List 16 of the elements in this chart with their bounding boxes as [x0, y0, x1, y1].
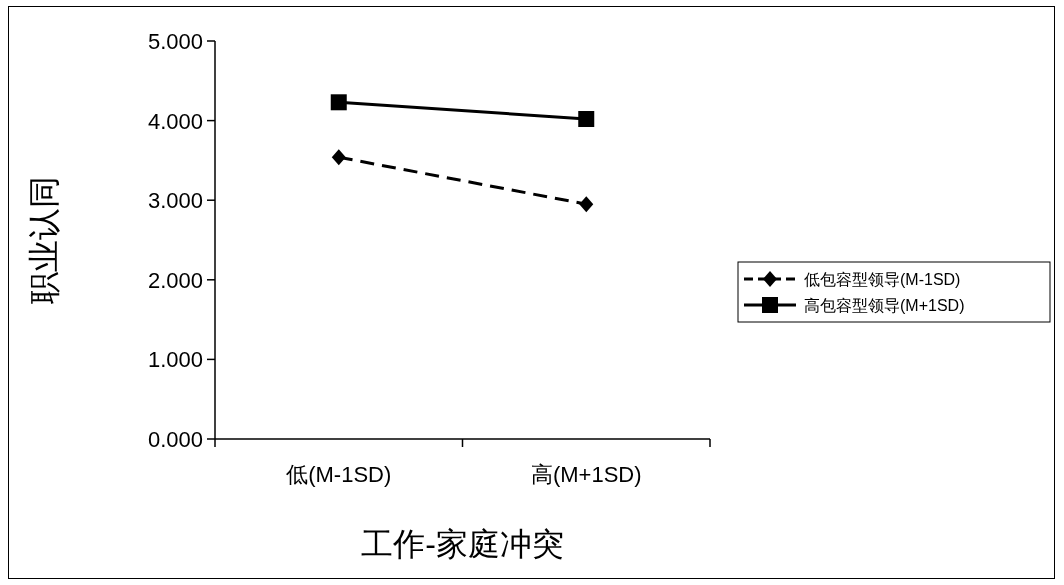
y-tick-label: 1.000 — [147, 347, 203, 373]
point — [331, 149, 346, 166]
legend-label: 高包容型领导(M+1SD) — [804, 297, 965, 314]
y-tick-label: 3.000 — [147, 188, 203, 214]
point — [330, 94, 347, 111]
x-tick-label: 高(M+1SD) — [530, 462, 642, 487]
x-axis-title: 工作-家庭冲突 — [361, 526, 564, 562]
y-tick-label: 4.000 — [147, 108, 203, 134]
legend-label: 低包容型领导(M-1SD) — [804, 271, 961, 288]
y-axis-title: 职业认同 — [26, 176, 62, 304]
y-tick-label: 2.000 — [147, 267, 203, 293]
y-tick-label: 0.000 — [147, 427, 203, 452]
y-tick-label: 5.000 — [147, 29, 203, 54]
point — [578, 111, 595, 128]
x-tick-label: 低(M-1SD) — [286, 462, 392, 487]
point — [579, 196, 594, 213]
